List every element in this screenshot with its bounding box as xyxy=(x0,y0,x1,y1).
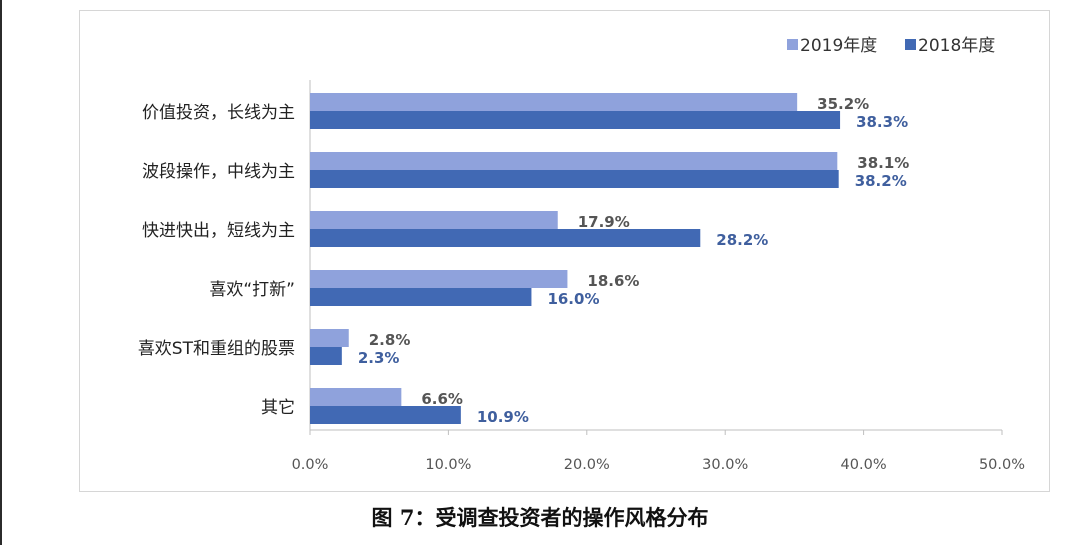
bar-2019 xyxy=(310,152,838,170)
legend-swatch xyxy=(905,39,916,50)
data-label: 6.6% xyxy=(421,390,463,408)
bar-2019 xyxy=(310,270,568,288)
bar-2019 xyxy=(310,388,402,406)
data-label: 28.2% xyxy=(716,231,768,249)
legend-label: 2019年度 xyxy=(800,36,877,56)
data-label: 35.2% xyxy=(817,95,869,113)
bar-2019 xyxy=(310,93,798,111)
bar-2018 xyxy=(310,288,532,306)
x-tick-label: 10.0% xyxy=(425,457,471,473)
data-label: 38.2% xyxy=(855,172,907,190)
data-label: 17.9% xyxy=(578,213,630,231)
data-label: 18.6% xyxy=(587,272,639,290)
legend-label: 2018年度 xyxy=(918,36,995,56)
category-label: 快进快出，短线为主 xyxy=(142,221,295,241)
data-label: 2.8% xyxy=(369,331,411,349)
bar-2018 xyxy=(310,347,342,365)
data-label: 38.3% xyxy=(856,113,908,131)
figure-caption: 图 7：受调查投资者的操作风格分布 xyxy=(371,505,709,530)
category-label: 其它 xyxy=(261,398,295,418)
x-tick-label: 20.0% xyxy=(564,457,610,473)
bar-2019 xyxy=(310,211,558,229)
category-label: 喜欢ST和重组的股票 xyxy=(138,339,295,359)
x-tick-label: 50.0% xyxy=(979,457,1025,473)
bar-2018 xyxy=(310,170,839,188)
bar-2019 xyxy=(310,329,349,347)
chart-frame xyxy=(79,10,1050,492)
bar-2018 xyxy=(310,111,841,129)
data-label: 2.3% xyxy=(358,349,400,367)
category-label: 价值投资，长线为主 xyxy=(142,103,295,123)
data-label: 10.9% xyxy=(477,408,529,426)
category-label: 喜欢“打新” xyxy=(209,280,295,300)
category-label: 波段操作，中线为主 xyxy=(142,162,295,182)
x-tick-label: 30.0% xyxy=(702,457,748,473)
bar-2018 xyxy=(310,406,461,424)
legend-swatch xyxy=(787,39,798,50)
left-border-line xyxy=(0,0,2,545)
x-tick-label: 40.0% xyxy=(841,457,887,473)
x-tick-label: 0.0% xyxy=(292,457,329,473)
data-label: 16.0% xyxy=(547,290,599,308)
data-label: 38.1% xyxy=(857,154,909,172)
bar-2018 xyxy=(310,229,701,247)
